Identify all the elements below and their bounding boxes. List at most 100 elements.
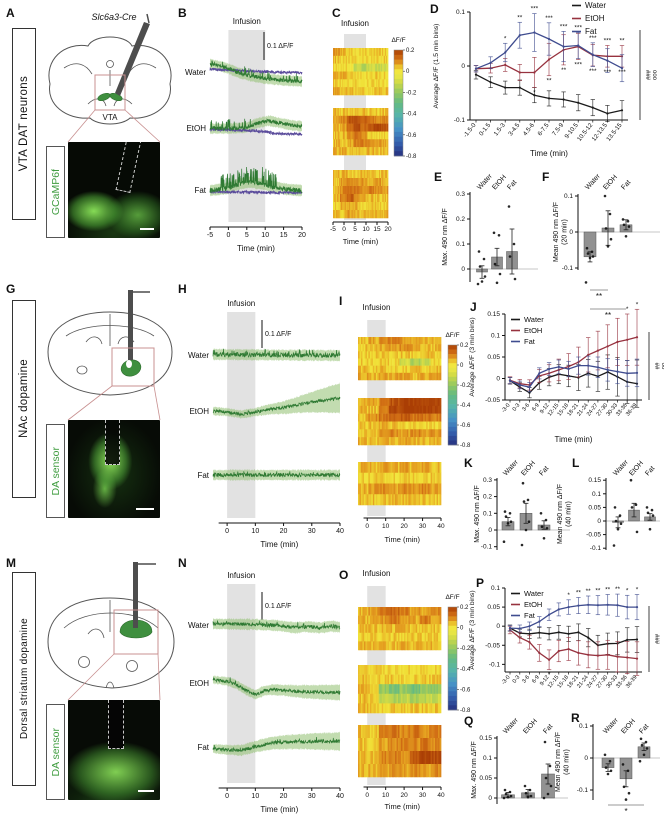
svg-text:Time (min): Time (min) (384, 802, 420, 811)
svg-text:EtOH: EtOH (520, 460, 537, 477)
svg-text:0.1 ΔF/F: 0.1 ΔF/F (267, 43, 293, 50)
svg-text:-3-0: -3-0 (501, 675, 512, 687)
svg-text:6-9: 6-9 (531, 403, 541, 413)
svg-text:20: 20 (280, 528, 288, 535)
svg-text:0: 0 (365, 523, 369, 530)
svg-text:0: 0 (460, 626, 464, 632)
brain-diagram-striatum (47, 562, 175, 701)
svg-text:ooo: ooo (651, 70, 657, 81)
svg-text:30: 30 (308, 793, 316, 800)
svg-text:0.2: 0.2 (460, 343, 469, 349)
fiber-track-outline (104, 420, 120, 465)
image-label-text: GCaMP6f (49, 168, 62, 216)
panel-letter-b: B (178, 6, 187, 20)
svg-text:Fat: Fat (638, 723, 650, 735)
svg-text:-3-0: -3-0 (501, 403, 512, 415)
nac-region (120, 359, 142, 377)
panel-letter-h: H (178, 282, 187, 296)
o-chart-svg: Infusion 0 10 20 30 40 Time (min) ΔF/F0.2 0 -0.2 -… (358, 569, 471, 811)
svg-text:***: *** (560, 23, 568, 30)
panel-h-photometry-traces: Infusion 0.1 ΔF/F Water EtOH Fat 0 10 20 30 40 Tim… (176, 286, 344, 552)
svg-text:Max. 490 nm ΔF/F: Max. 490 nm ΔF/F (471, 741, 478, 799)
scale-bar (140, 228, 154, 230)
svg-text:0.1: 0.1 (564, 193, 573, 200)
svg-text:0.1 ΔF/F: 0.1 ΔF/F (265, 331, 291, 338)
svg-text:5: 5 (245, 232, 249, 239)
panel-k-bar-chart: -0.1 0 0.1 0.2 0.3 Water EtOH Fat Max. 490 nm ΔF… (462, 448, 574, 568)
panel-q-bar-chart: 0 0.05 0.1 0.15 Water EtOH Fat Max. 490 nm ΔF/F (460, 712, 572, 818)
svg-text:3-6: 3-6 (521, 675, 531, 685)
panel-c-heatmap: Infusion -5 0 5 10 15 20 Time (min) ΔF/F 0.2 0 -0.2… (328, 10, 434, 256)
svg-text:0.05: 0.05 (487, 354, 500, 361)
svg-text:-0.1: -0.1 (590, 545, 602, 552)
svg-text:0.3: 0.3 (456, 191, 465, 198)
svg-text:Mean 490 nm ΔF/F: Mean 490 nm ΔF/F (555, 732, 562, 792)
fiber-track-outline (108, 700, 125, 749)
panel-letter-k: K (464, 456, 473, 470)
svg-text:-5: -5 (330, 226, 336, 233)
svg-text:*: * (533, 90, 536, 97)
brain-outline (47, 311, 173, 396)
svg-text:30: 30 (419, 523, 427, 530)
svg-text:Water: Water (502, 716, 520, 735)
image-label-da-sensor: DA sensor (46, 424, 65, 518)
fluorescence-image-vta (68, 137, 160, 238)
svg-text:-0.1: -0.1 (489, 661, 501, 668)
svg-text:0: 0 (342, 226, 346, 233)
svg-text:##: ## (653, 363, 659, 370)
svg-text:Time (min): Time (min) (555, 435, 593, 444)
svg-text:10: 10 (382, 523, 390, 530)
svg-text:20: 20 (400, 523, 408, 530)
svg-text:-0.2: -0.2 (406, 90, 417, 96)
diagram-title: Slc6a3-Cre (91, 12, 136, 22)
svg-text:13.5-15: 13.5-15 (605, 121, 624, 142)
panel-b-photometry-traces: Infusion 0.1 ΔF/F Water EtOH Fat -5 0 5 10 15 20 Ti… (176, 10, 316, 260)
brain-diagram-vta: Slc6a3-Cre VTA (48, 12, 172, 143)
optic-fiber (115, 22, 150, 96)
svg-text:30: 30 (308, 528, 316, 535)
svg-text:oo: oo (660, 363, 664, 370)
svg-text:*: * (636, 301, 639, 308)
svg-text:(40 min): (40 min) (566, 501, 573, 527)
svg-text:***: *** (574, 62, 582, 69)
svg-text:0.2: 0.2 (483, 494, 492, 501)
svg-text:**: ** (615, 586, 621, 593)
brain-outline (48, 36, 172, 125)
svg-text:Fat: Fat (197, 743, 209, 752)
svg-text:Fat: Fat (197, 471, 209, 480)
panel-letter-d: D (430, 2, 439, 16)
panel-letter-c: C (332, 6, 341, 20)
region-label-nac: NAc dopamine (12, 300, 36, 498)
svg-text:Mean 490 nm ΔF/F: Mean 490 nm ΔF/F (553, 202, 560, 262)
svg-text:**: ** (546, 78, 552, 85)
svg-text:EtOH: EtOH (628, 460, 645, 477)
svg-text:Time (min): Time (min) (530, 149, 568, 158)
panel-letter-n: N (178, 556, 187, 570)
panel-letter-f: F (542, 170, 550, 184)
panel-f-bar-chart: -0.1 0 0.1 Water EtOH Fat Mean 490 nm ΔF/F (20 … (552, 164, 664, 326)
svg-text:ΔF/F: ΔF/F (391, 37, 405, 44)
fluorescence-image-striatum (68, 700, 160, 800)
svg-text:ΔF/F: ΔF/F (445, 594, 459, 601)
optic-fiber (128, 290, 133, 360)
region-label-dorsal-striatum: Dorsal striatum dopamine (12, 572, 36, 786)
svg-text:-0.6: -0.6 (460, 423, 471, 429)
svg-text:*: * (624, 807, 627, 816)
svg-text:0.1 ΔF/F: 0.1 ΔF/F (265, 603, 291, 610)
svg-text:0-3: 0-3 (512, 403, 522, 413)
f-chart-svg: -0.1 0 0.1 Water EtOH Fat Mean 490 nm ΔF/F (20 … (553, 172, 660, 320)
svg-text:Max. 490 nm ΔF/F: Max. 490 nm ΔF/F (474, 485, 481, 543)
svg-text:Water: Water (585, 1, 606, 10)
svg-text:9-12: 9-12 (539, 403, 551, 416)
panel-l-bar-chart: -0.1 -0.05 0 0.05 0.1 0.15 Water EtOH Fat Mean 49… (554, 448, 664, 568)
svg-text:-0.8: -0.8 (460, 708, 471, 714)
svg-text:0: 0 (496, 376, 500, 383)
svg-text:**: ** (595, 588, 601, 595)
svg-text:10: 10 (382, 792, 390, 799)
svg-text:Fat: Fat (620, 179, 632, 191)
image-label-gcamp: GCaMP6f (46, 146, 65, 238)
svg-text:Fat: Fat (194, 186, 206, 195)
svg-text:15: 15 (280, 232, 288, 239)
